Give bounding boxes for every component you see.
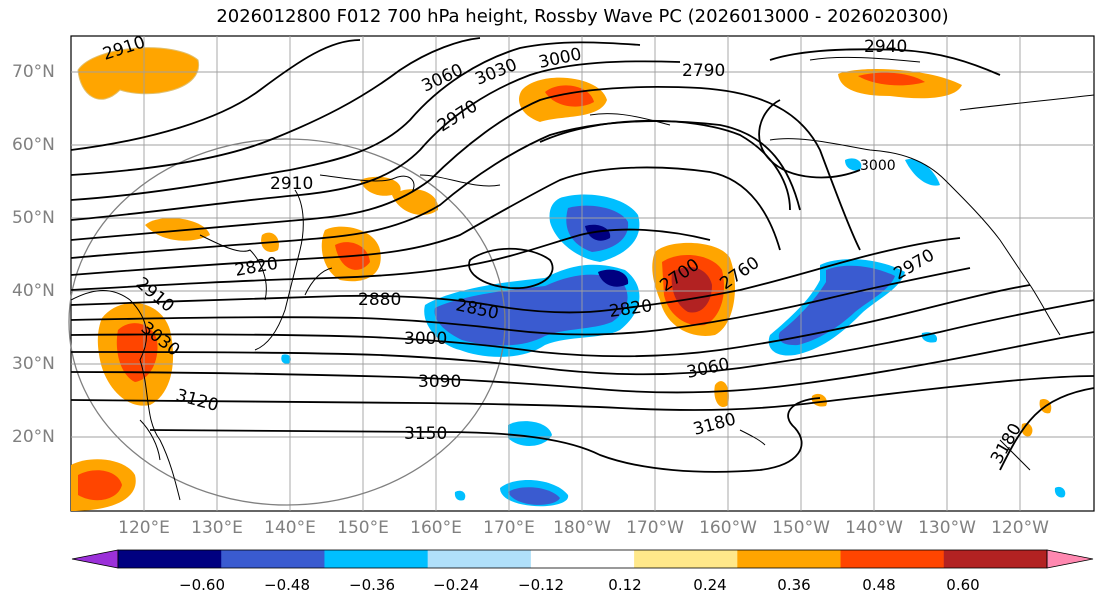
- positive-anomaly-area: [145, 217, 210, 241]
- colorbar-extend-low: [71, 549, 119, 569]
- lon-label: 170°W: [626, 518, 684, 538]
- colorbar-segment: [840, 550, 945, 568]
- colorbar-tick-label: 0.36: [777, 576, 811, 594]
- colorbar-segment: [530, 550, 635, 568]
- contour-label: 3000: [860, 158, 896, 174]
- lon-label: 160°E: [410, 518, 462, 538]
- lon-label: 150°E: [337, 518, 389, 538]
- contour-label: 3150: [404, 424, 447, 444]
- positive-anomaly-area: [671, 267, 712, 313]
- lat-label: 30°N: [12, 354, 55, 374]
- height-contours: [70, 37, 1095, 473]
- negative-anomaly-area: [778, 265, 895, 346]
- negative-anomaly-area: [845, 158, 862, 171]
- contour-label: 3090: [418, 372, 461, 392]
- lon-label: 120°W: [991, 518, 1049, 538]
- lon-label: 140°W: [845, 518, 903, 538]
- positive-anomaly-area: [858, 72, 925, 86]
- colorbar-segment: [324, 550, 429, 568]
- range-circle: [68, 138, 506, 506]
- lat-label: 60°N: [12, 135, 55, 155]
- colorbar-tick-label: −0.24: [433, 576, 479, 594]
- negative-anomaly-area: [281, 354, 291, 364]
- colorbar-segment: [221, 550, 325, 568]
- negative-anomaly-area: [508, 421, 552, 446]
- contour-label: 3000: [404, 329, 447, 349]
- colorbar-tick-label: −0.36: [349, 576, 395, 594]
- lat-label: 40°N: [12, 281, 55, 301]
- coastlines: [70, 56, 1095, 501]
- lat-label: 70°N: [12, 62, 55, 82]
- colorbar-tick-label: −0.12: [518, 576, 564, 594]
- negative-anomaly-area: [1054, 486, 1066, 498]
- negative-anomaly-area: [454, 490, 466, 501]
- colorbar: [71, 549, 1094, 569]
- lat-label: 20°N: [12, 427, 55, 447]
- lon-label: 150°W: [772, 518, 830, 538]
- lon-label: 170°E: [483, 518, 535, 538]
- map-title: 2026012800 F012 700 hPa height, Rossby W…: [216, 6, 949, 27]
- colorbar-tick-label: 0.60: [946, 576, 980, 594]
- colorbar-segment: [427, 550, 532, 568]
- colorbar-extend-high: [1046, 549, 1094, 569]
- lon-label: 140°E: [264, 518, 316, 538]
- lon-label: 130°W: [918, 518, 976, 538]
- negative-anomaly-area: [585, 224, 611, 241]
- lat-label: 50°N: [12, 208, 55, 228]
- lon-label: 130°E: [191, 518, 243, 538]
- positive-anomaly-area: [77, 47, 199, 100]
- contour-label: 2910: [270, 174, 313, 194]
- colorbar-tick-label: 0.24: [693, 576, 727, 594]
- colorbar-segment: [737, 550, 842, 568]
- colorbar-tick-label: 0.48: [862, 576, 896, 594]
- contour-label: 2940: [864, 37, 907, 57]
- contour-label: 2880: [358, 290, 401, 310]
- colorbar-tick-label: −0.60: [179, 576, 225, 594]
- positive-anomaly-area: [714, 381, 729, 408]
- negative-anomaly-area: [508, 487, 560, 505]
- lon-label: 120°E: [118, 518, 170, 538]
- negative-anomaly-area: [598, 269, 629, 287]
- negative-anomaly-area: [905, 159, 940, 186]
- lon-label: 160°W: [699, 518, 757, 538]
- colorbar-tick-label: 0.12: [608, 576, 642, 594]
- colorbar-segment: [634, 550, 738, 568]
- positive-anomaly-area: [78, 470, 122, 501]
- colorbar-tick-label: −0.48: [264, 576, 310, 594]
- colorbar-segment: [943, 550, 1048, 568]
- lon-label: 180°W: [553, 518, 611, 538]
- colorbar-segment: [118, 550, 222, 568]
- colorbar-frame: [117, 549, 1048, 569]
- contour-label: 2790: [682, 61, 725, 81]
